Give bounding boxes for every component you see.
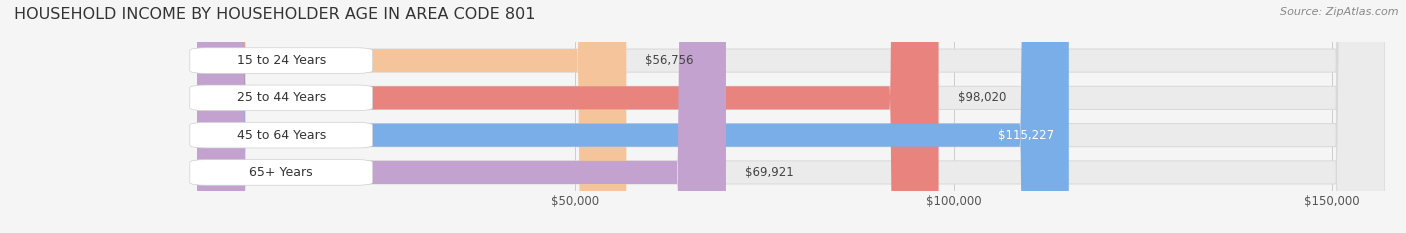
FancyBboxPatch shape — [197, 0, 725, 233]
FancyBboxPatch shape — [197, 0, 939, 233]
Text: $69,921: $69,921 — [745, 166, 793, 179]
Text: $56,756: $56,756 — [645, 54, 693, 67]
Text: 25 to 44 Years: 25 to 44 Years — [236, 91, 326, 104]
Text: 65+ Years: 65+ Years — [249, 166, 314, 179]
Text: Source: ZipAtlas.com: Source: ZipAtlas.com — [1281, 7, 1399, 17]
FancyBboxPatch shape — [197, 0, 1385, 233]
Text: 15 to 24 Years: 15 to 24 Years — [236, 54, 326, 67]
FancyBboxPatch shape — [197, 0, 1385, 233]
FancyBboxPatch shape — [197, 0, 626, 233]
FancyBboxPatch shape — [197, 0, 1385, 233]
Text: 45 to 64 Years: 45 to 64 Years — [236, 129, 326, 142]
Text: HOUSEHOLD INCOME BY HOUSEHOLDER AGE IN AREA CODE 801: HOUSEHOLD INCOME BY HOUSEHOLDER AGE IN A… — [14, 7, 536, 22]
Text: $98,020: $98,020 — [957, 91, 1005, 104]
FancyBboxPatch shape — [197, 0, 1385, 233]
FancyBboxPatch shape — [197, 0, 1069, 233]
Text: $115,227: $115,227 — [997, 129, 1053, 142]
